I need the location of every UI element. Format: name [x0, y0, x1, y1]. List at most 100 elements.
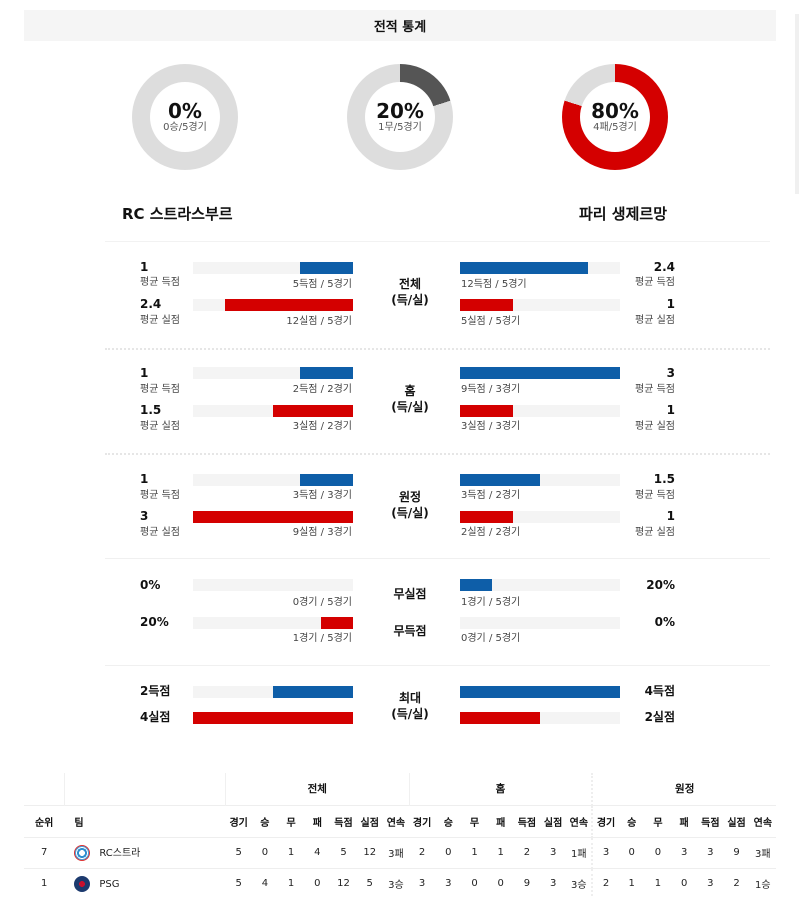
away-conceded-bar: [460, 405, 620, 417]
overall-stat-cell: 1: [278, 837, 305, 869]
away-stat-cell: 3패: [749, 837, 776, 869]
overall-stat-cell: 3패: [382, 837, 410, 869]
home-avg-scored-label: 평균 득점: [140, 384, 180, 395]
home-stat-cell: 0: [461, 868, 488, 898]
home-avg-scored: 1: [140, 366, 149, 380]
col-away-1: 승: [618, 804, 645, 838]
group-overall: 전체: [225, 773, 410, 805]
team-logo-icon: [74, 875, 91, 892]
away-label: 원정 (득/실): [391, 490, 429, 520]
bar-fill: [273, 405, 353, 417]
away-scored-bar: [460, 262, 620, 274]
col-overall-3: 패: [304, 804, 331, 838]
bar-fill: [460, 686, 620, 698]
home-conceded-caption: 12실점 / 5경기: [286, 316, 352, 327]
bar-fill: [225, 299, 353, 311]
away-avg-scored: 3: [666, 366, 675, 380]
home-conceded-bar: [193, 405, 353, 417]
bar-fill: [193, 511, 353, 523]
team-cell[interactable]: PSG: [64, 868, 226, 898]
col-away-4: 득점: [697, 804, 724, 838]
away-max-scored-bar: [460, 686, 620, 698]
divider: [105, 665, 770, 666]
away-no-goal-bar: [460, 617, 620, 629]
group-home: 홈: [408, 773, 593, 805]
team-name: PSG: [99, 878, 120, 890]
col-overall-1: 승: [251, 804, 278, 838]
bar-fill: [321, 617, 353, 629]
away-avg-scored-label: 평균 득점: [635, 384, 675, 395]
home-avg-scored-label: 평균 득점: [140, 277, 180, 288]
home-avg-conceded: 2.4: [140, 297, 162, 311]
away-conceded-bar: [460, 299, 620, 311]
group-away: 원정: [591, 773, 776, 805]
away-max-conceded-bar: [460, 712, 620, 724]
draw-rate-percent: 20%: [376, 99, 424, 123]
away-stat-cell: 3: [697, 868, 724, 898]
home-conceded-caption: 9실점 / 3경기: [292, 527, 352, 538]
col-team: 팀: [64, 804, 226, 838]
away-stat-cell: 3: [591, 837, 619, 869]
max-label: 최대 (득/실): [391, 691, 429, 721]
away-scored-caption: 12득점 / 5경기: [461, 279, 527, 290]
away-avg-scored-label: 평균 득점: [635, 490, 675, 501]
home-conceded-bar: [193, 299, 353, 311]
away-team-name: 파리 생제르망: [578, 205, 667, 223]
rank-cell: 1: [24, 868, 65, 898]
home-stat-cell: 1: [461, 837, 488, 869]
overall-stat-cell: 12: [330, 868, 357, 898]
away-stat-cell: 3: [671, 837, 698, 869]
section-title: 전적 통계: [24, 10, 776, 41]
home-conceded-caption: 3실점 / 2경기: [292, 421, 352, 432]
away-scored-bar: [460, 367, 620, 379]
away-no-goal-caption: 0경기 / 5경기: [461, 633, 521, 644]
section-title-text: 전적 통계: [373, 20, 427, 35]
home-stat-cell: 0: [487, 868, 514, 898]
draw-rate-caption: 1무/5경기: [378, 122, 422, 133]
loss-rate-donut: 80% 4패/5경기: [562, 64, 668, 170]
col-home-2: 무: [461, 804, 488, 838]
team-cell[interactable]: RC스트라: [64, 837, 226, 869]
table-row[interactable]: 1 PSG 5 4 1 0 12 5 3승 3 3 0 0 9 3 3승 2 1 1 0 3 2 1승: [24, 868, 776, 898]
overall-stat-cell: 5: [225, 837, 252, 869]
home-scored-bar: [193, 367, 353, 379]
home-scored-bar: [193, 262, 353, 274]
divider: [105, 241, 770, 242]
away-avg-scored: 1.5: [653, 472, 675, 486]
col-rank: 순위: [24, 804, 65, 838]
col-overall-5: 실점: [356, 804, 383, 838]
home-no-goal-caption: 1경기 / 5경기: [292, 633, 352, 644]
col-away-0: 경기: [591, 804, 619, 838]
home-stat-cell: 0: [435, 837, 462, 869]
away-conceded-caption: 2실점 / 2경기: [461, 527, 521, 538]
home-stat-cell: 3승: [566, 868, 593, 898]
home-stat-cell: 3: [409, 868, 436, 898]
home-stat-cell: 2: [409, 837, 436, 869]
table-row[interactable]: 7 RC스트라 5 0 1 4 5 12 3패 2 0 1 1 2 3 1패 3 0 0 3 3 9 3패: [24, 837, 776, 869]
away-stat-cell: 3: [697, 837, 724, 869]
col-home-0: 경기: [409, 804, 436, 838]
home-stat-cell: 9: [513, 868, 541, 898]
home-stat-cell: 2: [513, 837, 541, 869]
bar-fill: [193, 712, 353, 724]
home-avg-conceded: 1.5: [140, 403, 162, 417]
col-home-1: 승: [435, 804, 462, 838]
home-max-conceded: 4실점: [140, 710, 171, 724]
away-stat-cell: 2: [723, 868, 750, 898]
no-goal-label: 무득점: [393, 624, 427, 638]
home-conceded-bar: [193, 511, 353, 523]
col-away-2: 무: [644, 804, 672, 838]
scrollbar-track[interactable]: [795, 14, 799, 194]
win-rate-caption: 0승/5경기: [163, 122, 207, 133]
home-avg-scored-label: 평균 득점: [140, 490, 180, 501]
home-avg-conceded-label: 평균 실점: [140, 527, 180, 538]
away-scored-caption: 9득점 / 3경기: [461, 384, 521, 395]
away-stat-cell: 1: [618, 868, 645, 898]
away-no-goal-rate: 0%: [654, 615, 675, 629]
bar-fill: [300, 262, 353, 274]
away-avg-conceded: 1: [666, 403, 675, 417]
home-avg-scored: 1: [140, 260, 149, 274]
overall-label: 전체 (득/실): [391, 277, 429, 307]
away-avg-conceded: 1: [666, 509, 675, 523]
away-stat-cell: 2: [591, 868, 619, 898]
